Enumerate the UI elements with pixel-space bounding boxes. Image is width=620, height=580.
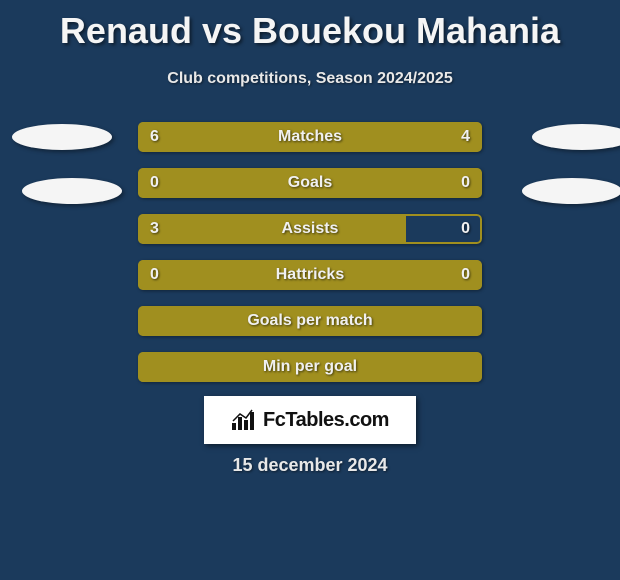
stat-label: Min per goal bbox=[138, 352, 482, 382]
stat-label: Hattricks bbox=[138, 260, 482, 290]
stat-row: 30Assists bbox=[138, 214, 482, 244]
date-text: 15 december 2024 bbox=[0, 455, 620, 476]
stat-row: 64Matches bbox=[138, 122, 482, 152]
player2-name: Bouekou Mahania bbox=[252, 10, 560, 51]
stat-row: Min per goal bbox=[138, 352, 482, 382]
stat-row: 00Goals bbox=[138, 168, 482, 198]
decorative-oval-left-1 bbox=[12, 124, 112, 150]
subtitle: Club competitions, Season 2024/2025 bbox=[0, 70, 620, 88]
logo-text: FcTables.com bbox=[263, 409, 389, 432]
vs-separator: vs bbox=[202, 10, 242, 51]
stat-label: Matches bbox=[138, 122, 482, 152]
decorative-oval-right-1 bbox=[532, 124, 620, 150]
stat-label: Goals per match bbox=[138, 306, 482, 336]
stat-label: Goals bbox=[138, 168, 482, 198]
decorative-oval-right-2 bbox=[522, 178, 620, 204]
stat-row: Goals per match bbox=[138, 306, 482, 336]
logo-box: FcTables.com bbox=[204, 396, 416, 444]
decorative-oval-left-2 bbox=[22, 178, 122, 204]
stats-bars-container: 64Matches 00Goals 30Assists 00Hattricks Goal… bbox=[138, 122, 482, 398]
chart-bars-icon bbox=[231, 409, 257, 431]
stat-row: 00Hattricks bbox=[138, 260, 482, 290]
page-title: Renaud vs Bouekou Mahania bbox=[0, 0, 620, 52]
player1-name: Renaud bbox=[60, 10, 192, 51]
stat-label: Assists bbox=[138, 214, 482, 244]
